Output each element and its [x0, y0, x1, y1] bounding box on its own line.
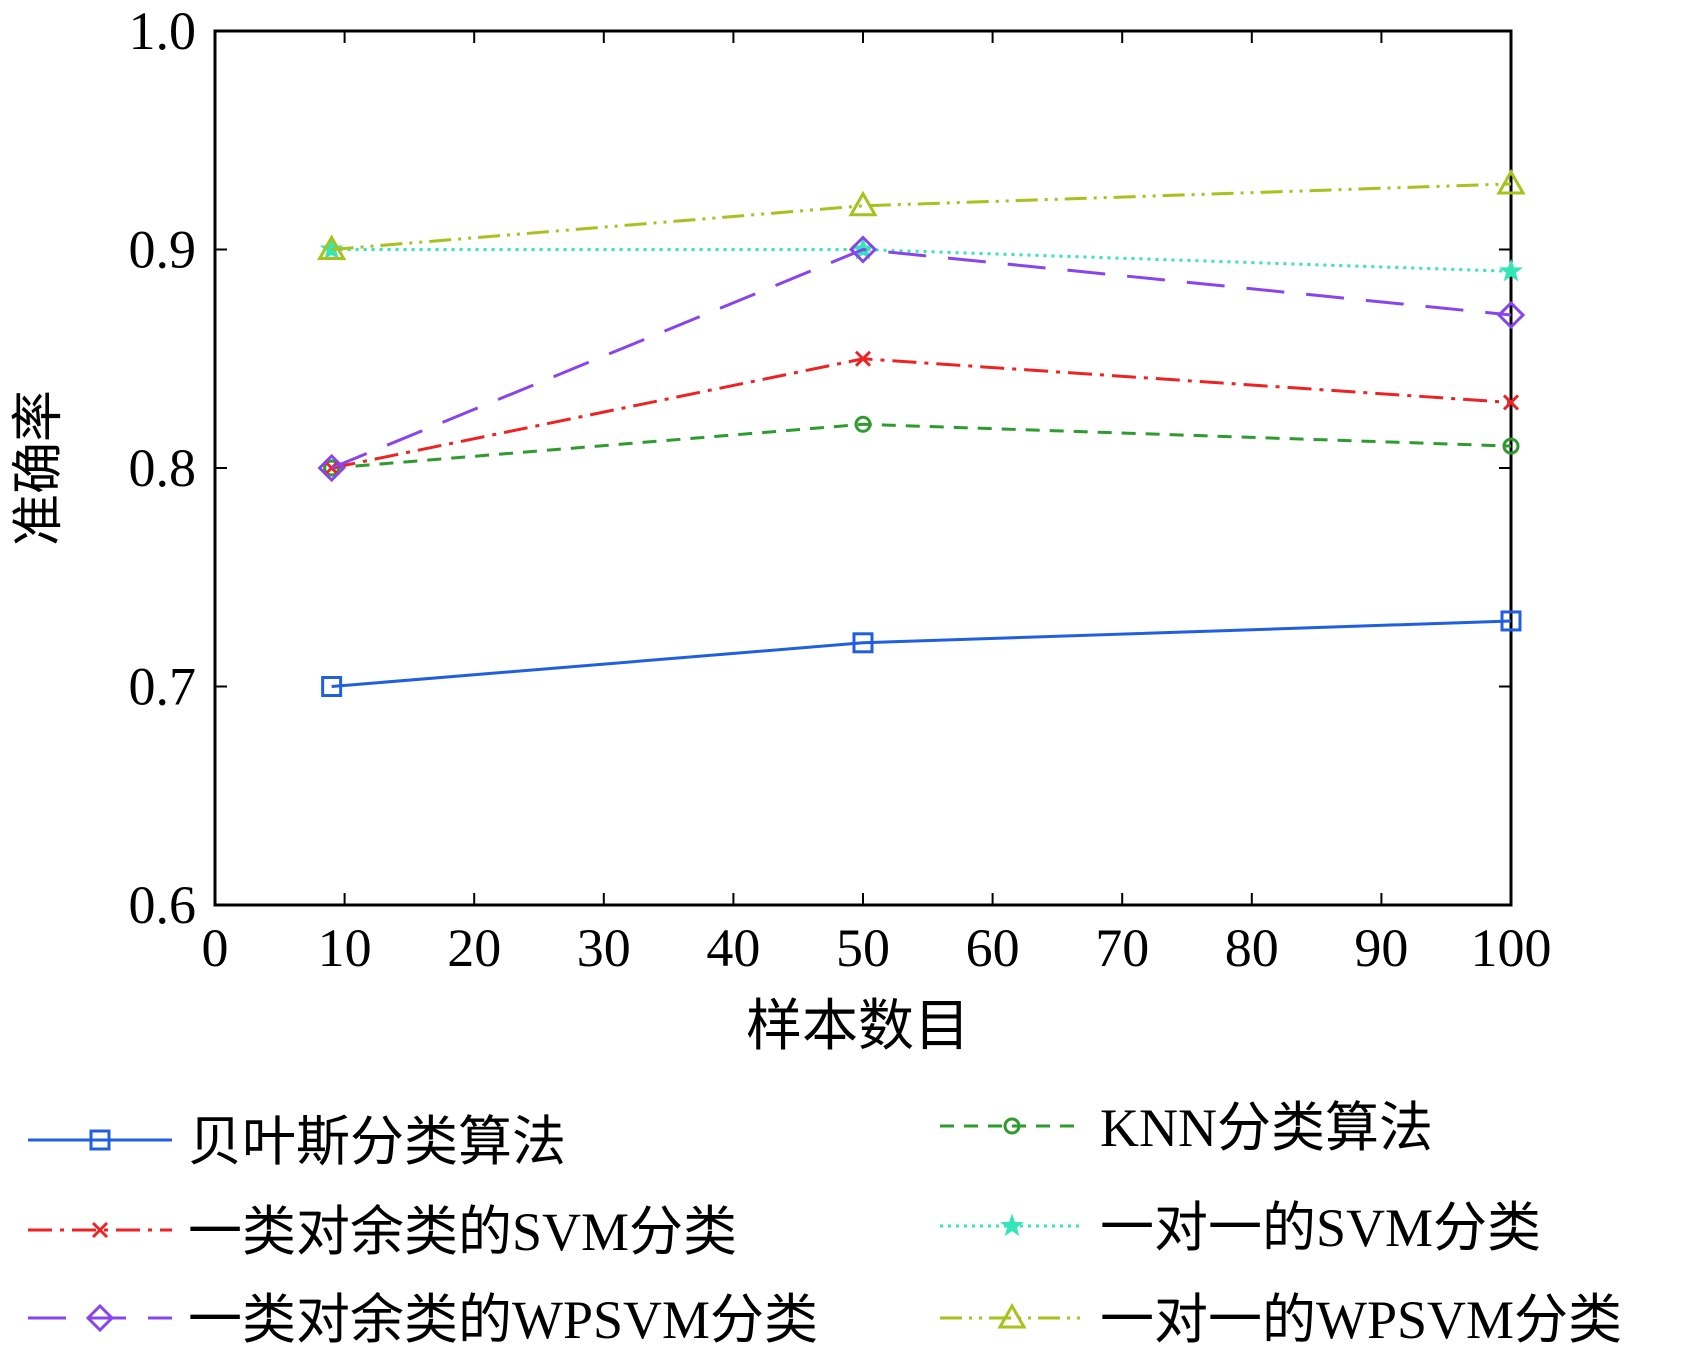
legend-marker	[91, 1221, 109, 1239]
series-0	[321, 610, 1522, 697]
x-tick-label: 90	[1354, 918, 1408, 978]
y-tick-label: 0.8	[129, 438, 197, 498]
y-tick-label: 0.6	[129, 875, 197, 935]
data-point	[1502, 394, 1520, 411]
data-point	[1496, 300, 1526, 330]
x-tick-label: 20	[447, 918, 501, 978]
legend-item: 贝叶斯分类算法	[28, 1112, 566, 1172]
series-2	[323, 350, 1520, 477]
y-tick-label: 0.7	[129, 657, 197, 717]
x-tick-label: 70	[1095, 918, 1149, 978]
x-tick-label: 40	[706, 918, 760, 978]
legend-marker	[85, 1303, 115, 1333]
data-point	[854, 415, 872, 433]
data-point	[1499, 258, 1523, 282]
legend-item: 一对一的SVM分类	[940, 1198, 1541, 1258]
y-tick-label: 1.0	[129, 1, 197, 61]
axis-ticks	[214, 30, 1512, 906]
x-tick-label: 30	[577, 918, 631, 978]
legend-item: 一类对余类的SVM分类	[28, 1202, 737, 1262]
data-point	[1496, 168, 1526, 195]
data-point	[317, 453, 346, 483]
legend-marker	[1000, 1213, 1024, 1237]
series-line	[331, 357, 1512, 470]
y-tick-labels: 0.6 0.7 0.8 0.9 1.0	[129, 1, 197, 935]
data-point	[848, 235, 878, 264]
series-line	[331, 247, 1512, 470]
x-tick-label: 80	[1225, 918, 1279, 978]
series-4	[317, 235, 1526, 483]
y-tick-label: 0.9	[129, 220, 197, 280]
series-layer	[317, 168, 1526, 697]
series-line	[331, 422, 1512, 470]
data-point	[1502, 437, 1520, 455]
series-line	[331, 248, 1512, 273]
data-point	[848, 190, 878, 217]
series-3	[319, 236, 1523, 282]
x-tick-label: 50	[836, 918, 890, 978]
legend-item: 一对一的WPSVM分类	[940, 1290, 1622, 1350]
x-tick-label: 10	[318, 918, 372, 978]
data-point	[1500, 610, 1522, 632]
legend-marker	[997, 1302, 1027, 1329]
plot-area	[213, 29, 1513, 907]
series-1	[323, 415, 1520, 477]
series-line	[331, 182, 1512, 251]
data-point	[852, 632, 874, 654]
legend-marker	[1003, 1117, 1021, 1135]
x-tick-label: 0	[202, 918, 229, 978]
legend-label: 一对一的WPSVM分类	[1100, 1290, 1622, 1350]
x-tick-labels: 0 10 20 30 40 50 60 70 80 90 100	[202, 918, 1552, 978]
x-tick-label: 60	[966, 918, 1020, 978]
legend-item: 一类对余类的WPSVM分类	[28, 1290, 818, 1350]
x-axis-label: 样本数目	[746, 996, 970, 1058]
y-axis-label: 准确率	[11, 390, 68, 546]
series-5	[317, 168, 1526, 260]
legend-label: 一类对余类的WPSVM分类	[188, 1290, 818, 1350]
data-point	[854, 350, 872, 367]
data-point	[317, 234, 347, 260]
legend-item: KNN分类算法	[940, 1098, 1433, 1158]
legend-label: 一类对余类的SVM分类	[188, 1202, 737, 1262]
legend-label: 一对一的SVM分类	[1100, 1198, 1541, 1258]
data-point	[321, 676, 343, 697]
legend-label: KNN分类算法	[1100, 1098, 1433, 1158]
legend-marker	[89, 1129, 111, 1151]
legend-label: 贝叶斯分类算法	[188, 1112, 566, 1172]
x-tick-label: 100	[1471, 918, 1552, 978]
series-line	[331, 619, 1512, 688]
